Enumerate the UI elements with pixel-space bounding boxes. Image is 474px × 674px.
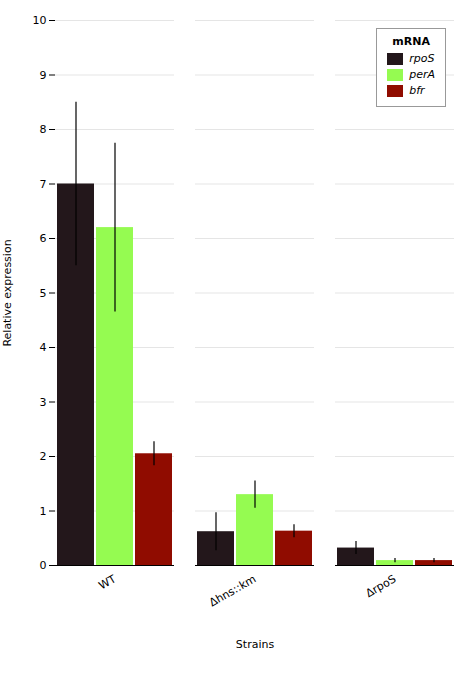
html-text:bfr: bfr xyxy=(409,84,425,97)
svg-text:Relative expression: Relative expression xyxy=(1,239,14,346)
html-text:rpoS: rpoS xyxy=(409,52,435,65)
svg-text:9: 9 xyxy=(40,69,47,82)
svg-text:ΔrpoS: ΔrpoS xyxy=(363,572,398,600)
html-text:mRNA: mRNA xyxy=(392,35,430,48)
svg-text:0: 0 xyxy=(40,559,47,572)
svg-text:6: 6 xyxy=(40,232,47,245)
svg-text:8: 8 xyxy=(40,123,47,136)
svg-text:2: 2 xyxy=(40,450,47,463)
svg-text:10: 10 xyxy=(33,14,47,27)
svg-text:Strains: Strains xyxy=(236,638,275,651)
html-text:perA: perA xyxy=(409,68,435,81)
svg-text:3: 3 xyxy=(40,396,47,409)
svg-text:Δhns::km: Δhns::km xyxy=(207,572,258,609)
svg-text:4: 4 xyxy=(40,341,47,354)
svg-text:5: 5 xyxy=(40,287,47,300)
svg-text:WT: WT xyxy=(97,572,119,592)
svg-text:7: 7 xyxy=(40,178,47,191)
svg-text:1: 1 xyxy=(40,505,47,518)
